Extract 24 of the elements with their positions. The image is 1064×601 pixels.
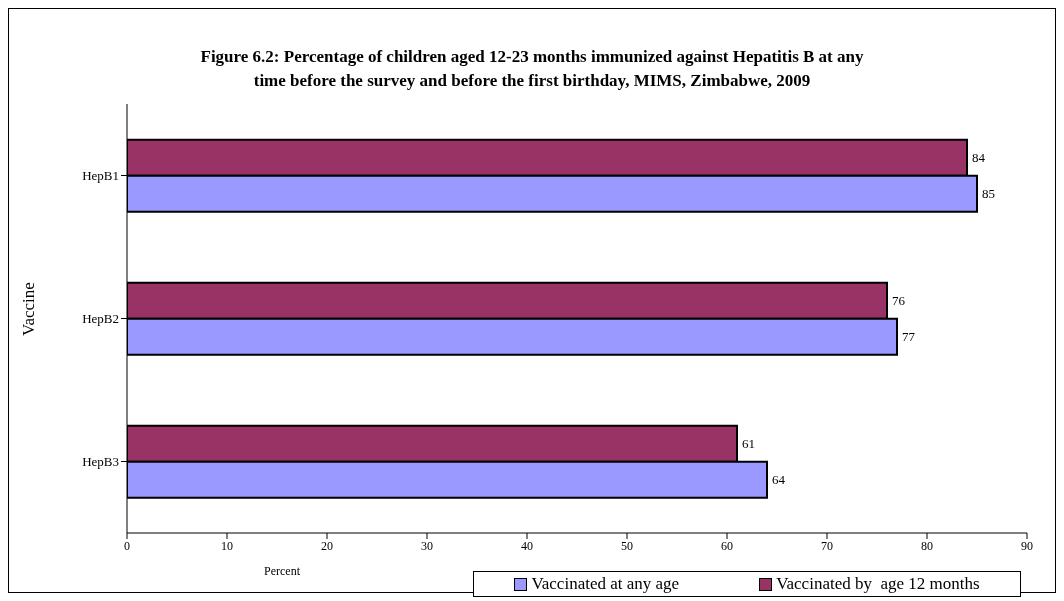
data-label: 77 [902, 329, 916, 345]
data-label: 61 [742, 436, 755, 452]
x-tick-label: 10 [221, 538, 233, 553]
data-label: 85 [982, 186, 995, 202]
x-tick-label: 80 [921, 538, 933, 553]
legend-label: Vaccinated by age 12 months [775, 574, 980, 594]
y-tick-label: HepB3 [82, 454, 119, 470]
data-label: 84 [972, 150, 986, 166]
x-tick-label: 30 [421, 538, 433, 553]
data-label: 76 [892, 293, 906, 309]
x-tick-label: 60 [721, 538, 733, 553]
y-axis-title: Vaccine [19, 282, 39, 336]
x-tick-label: 0 [124, 538, 130, 553]
legend-label: Vaccinated at any age [530, 574, 680, 594]
y-tick-label: HepB1 [82, 168, 119, 184]
x-tick-label: 40 [521, 538, 533, 553]
x-tick-label: 50 [621, 538, 633, 553]
chart-title: Figure 6.2: Percentage of children aged 12-23 months immunized against Hepatitis B at any time before the survey and before the first birthday, MIMS, Zimbabwe, 2009 [199, 46, 865, 92]
data-label: 64 [772, 472, 786, 488]
x-axis-title: Percent [264, 564, 300, 579]
y-tick-label: HepB2 [82, 311, 119, 327]
x-tick-label: 90 [1021, 538, 1033, 553]
x-tick-label: 20 [321, 538, 333, 553]
x-tick-label: 70 [821, 538, 833, 553]
